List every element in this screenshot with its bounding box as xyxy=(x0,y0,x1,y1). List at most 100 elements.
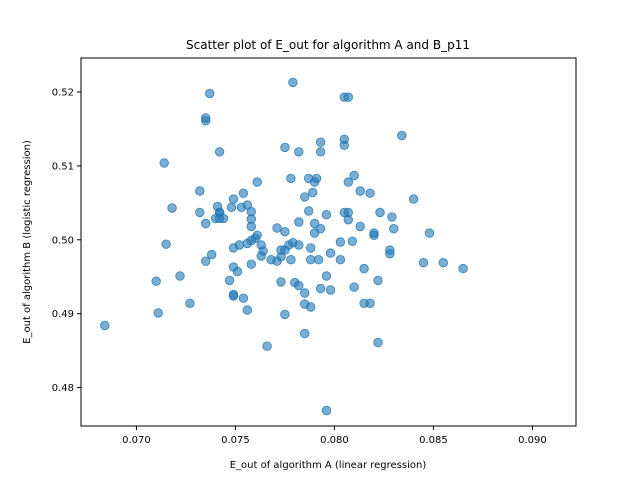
scatter-point xyxy=(389,223,399,234)
y-axis-label: E_out of algorithm B (logistic regressio… xyxy=(22,140,33,344)
scatter-point xyxy=(226,202,237,213)
scatter-point xyxy=(438,258,449,268)
scatter-point xyxy=(200,256,211,266)
scatter-point xyxy=(100,320,110,331)
scatter-point xyxy=(365,298,375,309)
y-tick-label: 0.49 xyxy=(52,309,74,320)
scatter-point xyxy=(258,246,268,256)
scatter-point xyxy=(167,203,177,213)
scatter-point xyxy=(458,263,468,274)
scatter-point xyxy=(365,188,375,198)
x-axis: 0.070 0.075 0.080 0.085 0.090 xyxy=(122,426,547,446)
scatter-point xyxy=(349,282,359,292)
x-tick-label: 0.085 xyxy=(419,435,448,446)
scatter-point xyxy=(195,207,205,218)
scatter-point xyxy=(218,213,229,224)
scatter-point xyxy=(238,188,249,198)
scatter-point xyxy=(153,308,163,318)
y-tick-label: 0.52 xyxy=(52,87,74,98)
scatter-point xyxy=(335,237,346,247)
scatter-point xyxy=(335,255,346,265)
plot-frame xyxy=(80,57,577,427)
scatter-point xyxy=(306,243,316,253)
scatter-point xyxy=(200,116,211,126)
scatter-point xyxy=(315,137,326,147)
scatter-point xyxy=(321,209,332,220)
scatter-point xyxy=(242,305,253,315)
scatter-point xyxy=(424,228,435,238)
scatter-point xyxy=(262,341,272,351)
scatter-point xyxy=(195,186,205,196)
scatter-point xyxy=(185,298,195,309)
y-tick-label: 0.48 xyxy=(52,383,74,394)
scatter-point xyxy=(315,147,326,157)
scatter-point xyxy=(206,249,217,260)
x-tick-label: 0.080 xyxy=(320,435,349,446)
scatter-point xyxy=(232,266,243,277)
scatter-point xyxy=(325,248,336,258)
scatter-point xyxy=(234,240,245,250)
scatter-point xyxy=(408,194,419,204)
scatter-point xyxy=(288,77,298,88)
scatter-point xyxy=(294,217,304,227)
scatter-point xyxy=(252,230,262,241)
scatter-point xyxy=(286,173,296,184)
x-tick-label: 0.090 xyxy=(518,435,547,446)
scatter-point xyxy=(375,207,385,218)
scatter-point xyxy=(325,285,336,295)
y-tick-label: 0.50 xyxy=(52,235,74,246)
chart-title: Scatter plot of E_out for algorithm A an… xyxy=(186,38,470,52)
scatter-point xyxy=(304,206,314,216)
scatter-point xyxy=(228,194,239,204)
scatter-point xyxy=(309,218,320,229)
scatter-point xyxy=(315,283,326,294)
scatter-point xyxy=(321,271,332,281)
scatter-point xyxy=(276,277,286,287)
scatter-point xyxy=(359,263,369,274)
x-tick-label: 0.070 xyxy=(122,435,151,446)
scatter-point xyxy=(355,186,365,196)
scatter-point xyxy=(355,221,365,232)
scatter-point xyxy=(294,147,304,157)
scatter-point xyxy=(246,259,257,269)
scatter-point xyxy=(294,240,304,250)
scatter-point xyxy=(159,158,169,168)
scatter-point xyxy=(246,221,257,232)
scatter-point xyxy=(214,147,225,157)
scatter-point xyxy=(369,230,379,241)
scatter-point xyxy=(343,177,354,187)
scatter-point xyxy=(272,223,282,233)
scatter-point xyxy=(280,142,290,153)
scatter-point xyxy=(387,212,397,222)
scatter-point xyxy=(286,255,296,265)
scatter-point xyxy=(280,226,290,237)
scatter-point xyxy=(306,255,316,265)
scatter-point xyxy=(347,236,358,247)
scatter-point xyxy=(294,280,304,291)
x-tick-label: 0.075 xyxy=(221,435,250,446)
scatter-point xyxy=(238,293,249,303)
scatter-point xyxy=(300,192,310,202)
scatter-point xyxy=(224,275,235,286)
x-axis-label: E_out of algorithm A (linear regression) xyxy=(230,460,427,471)
scatter-point xyxy=(228,291,239,301)
scatter-point xyxy=(300,288,310,298)
scatter-point xyxy=(280,309,290,320)
scatter-point xyxy=(311,173,322,184)
scatter-point xyxy=(343,92,354,102)
scatter-point xyxy=(200,218,211,229)
scatter-point xyxy=(373,275,383,286)
scatter-point xyxy=(204,88,215,99)
scatter-point xyxy=(308,187,318,198)
scatter-point xyxy=(161,239,171,249)
scatter-point xyxy=(373,337,383,348)
scatter-point xyxy=(397,130,407,141)
scatter-point xyxy=(349,170,359,181)
scatter-point xyxy=(315,223,326,234)
y-tick-label: 0.51 xyxy=(52,161,74,172)
scatter-point xyxy=(339,140,350,150)
scatter-point xyxy=(151,276,161,286)
scatter-point xyxy=(418,258,429,268)
scatter-point xyxy=(321,405,332,416)
